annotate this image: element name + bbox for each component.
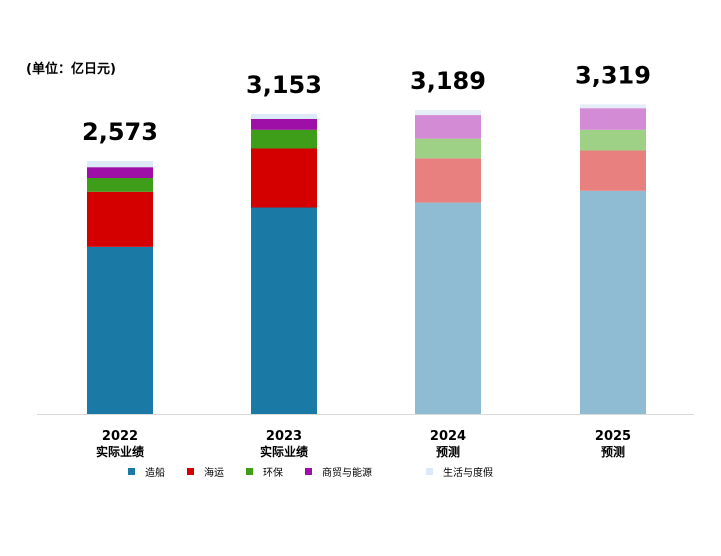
bar-segment-2025-环保 (580, 129, 646, 151)
legend-label: 环保 (263, 468, 283, 479)
legend-swatch (305, 468, 312, 475)
bar-segment-2023-商贸与能源 (251, 119, 317, 130)
legend-item-环保: 环保 (246, 464, 283, 479)
bar-segment-2022-造船 (87, 246, 153, 414)
legend-item-造船: 造船 (128, 464, 165, 479)
total-label-2022: 2,573 (82, 118, 158, 146)
legend-swatch (426, 468, 433, 475)
tick-label-year-2023: 2023 (266, 429, 302, 444)
legend-swatch (128, 468, 135, 475)
legend-label: 商贸与能源 (322, 468, 372, 479)
tick-label-status-2024: 预测 (436, 444, 460, 459)
legend: 造船 海运 环保 商贸与能源 生活与度假 (128, 464, 515, 479)
bar-segment-2022-生活与度假 (87, 160, 153, 168)
bar-segment-2024-造船 (415, 202, 481, 414)
bar-segment-2022-环保 (87, 178, 153, 192)
bar-segment-2024-生活与度假 (415, 110, 481, 116)
tick-label-status-2022: 实际业绩 (96, 444, 144, 459)
legend-label: 生活与度假 (443, 468, 493, 479)
bar-segment-2023-海运 (251, 148, 317, 208)
tick-label-year-2024: 2024 (430, 429, 466, 444)
legend-swatch (246, 468, 253, 475)
legend-label: 海运 (204, 468, 224, 479)
bar-segment-2023-造船 (251, 207, 317, 414)
bar-segment-2025-生活与度假 (580, 104, 646, 109)
bar-segment-2023-生活与度假 (251, 114, 317, 119)
total-label-2025: 3,319 (575, 61, 651, 89)
tick-label-status-2023: 实际业绩 (260, 444, 308, 459)
legend-swatch (187, 468, 194, 475)
unit-label: (单位：亿日元) (26, 62, 116, 77)
tick-label-year-2025: 2025 (595, 429, 631, 444)
bar-segment-2025-造船 (580, 190, 646, 414)
bar-segment-2022-商贸与能源 (87, 167, 153, 178)
bar-segment-2024-环保 (415, 138, 481, 159)
bar-segment-2023-环保 (251, 129, 317, 149)
legend-item-海运: 海运 (187, 464, 224, 479)
total-label-2024: 3,189 (410, 67, 486, 95)
legend-item-商贸与能源: 商贸与能源 (305, 464, 372, 479)
legend-label: 造船 (145, 468, 165, 479)
total-label-2023: 3,153 (246, 71, 322, 99)
tick-label-status-2025: 预测 (601, 444, 625, 459)
legend-item-生活与度假: 生活与度假 (426, 464, 493, 479)
bar-segment-2022-海运 (87, 191, 153, 247)
tick-label-year-2022: 2022 (102, 429, 138, 444)
bar-segment-2025-海运 (580, 150, 646, 191)
bar-segment-2024-商贸与能源 (415, 115, 481, 139)
bar-segment-2024-海运 (415, 158, 481, 203)
bar-segment-2025-商贸与能源 (580, 108, 646, 130)
